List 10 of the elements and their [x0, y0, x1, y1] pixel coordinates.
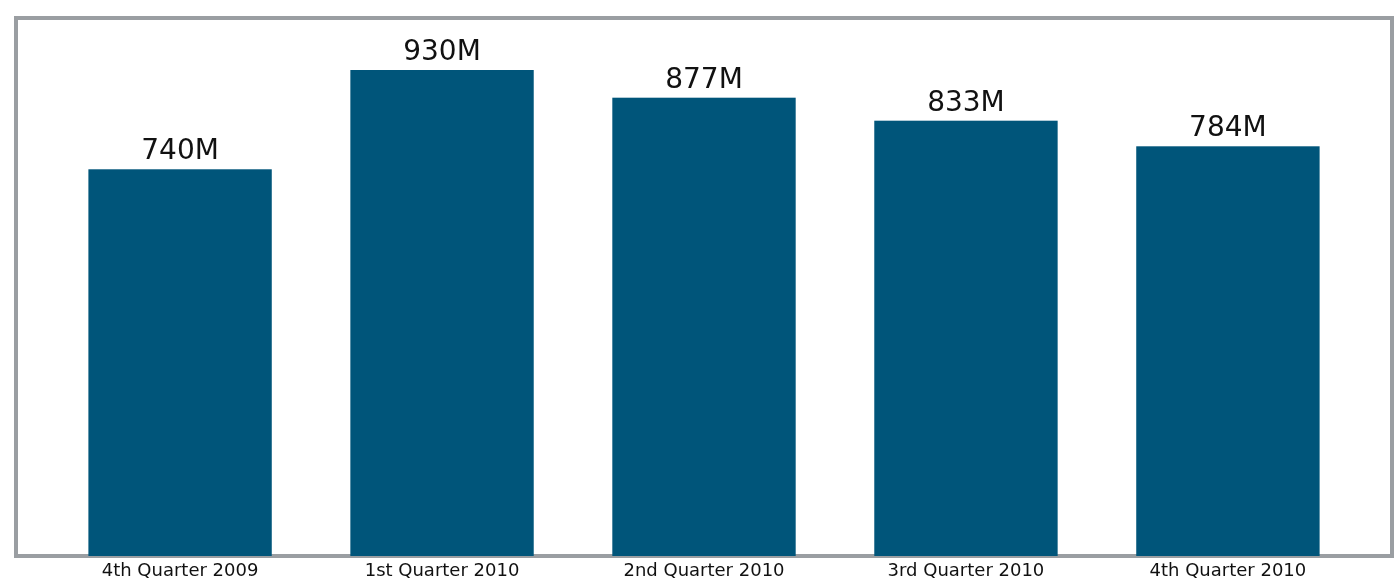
- x-tick-label: 1st Quarter 2010: [364, 559, 520, 580]
- data-label: 784M: [1189, 110, 1267, 144]
- data-label: 833M: [927, 84, 1005, 118]
- x-tick-label: 4th Quarter 2009: [101, 559, 259, 580]
- x-tick-label: 2nd Quarter 2010: [623, 559, 785, 580]
- data-label: 930M: [403, 34, 481, 67]
- x-tick-label: 4th Quarter 2010: [1149, 559, 1307, 580]
- data-label: 877M: [665, 61, 743, 95]
- x-tick-label: 3rd Quarter 2010: [887, 559, 1045, 580]
- data-label: 740M: [141, 133, 219, 167]
